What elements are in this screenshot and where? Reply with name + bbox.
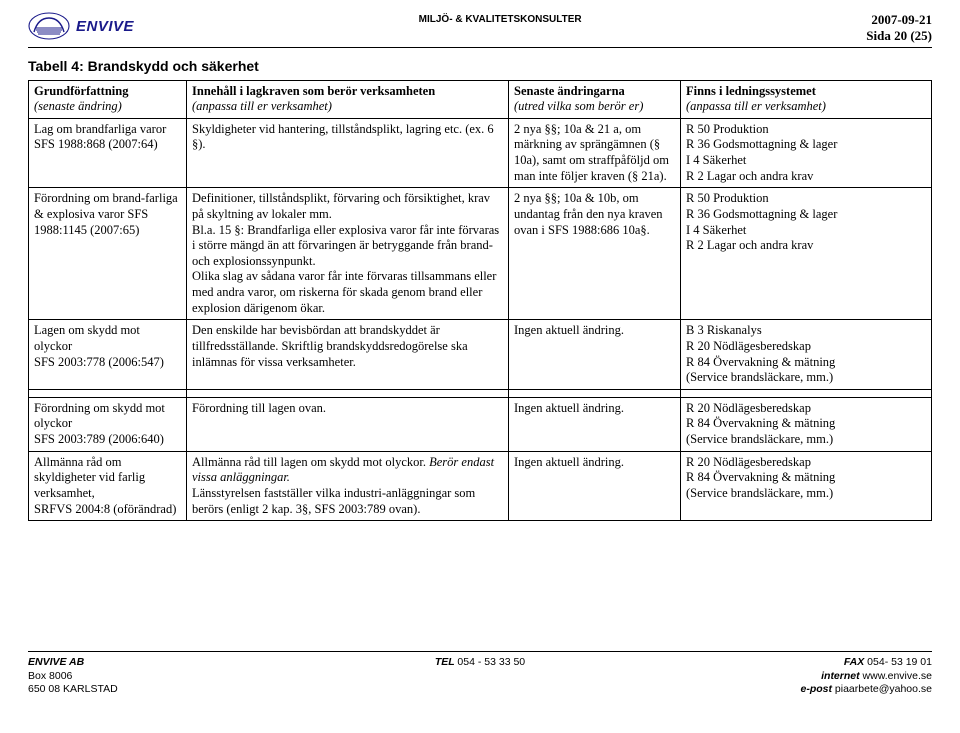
table-row: Lagen om skydd mot olyckorSFS 2003:778 (… <box>29 320 932 390</box>
col3-sub: (utred vilka som berör er) <box>514 99 643 113</box>
cell-c4: R 50 ProduktionR 36 Godsmottagning & lag… <box>681 188 932 320</box>
brand-logo-icon <box>28 12 70 40</box>
cell-c1: Förordning om brand-farliga & explosiva … <box>29 188 187 320</box>
footer-company: ENVIVE AB <box>28 656 84 668</box>
footer-city: 650 08 KARLSTAD <box>28 683 118 695</box>
cell-c4: R 20 NödlägesberedskapR 84 Övervakning &… <box>681 451 932 521</box>
table-row: Förordning om brand-farliga & explosiva … <box>29 188 932 320</box>
table-row: Allmänna råd om skyldigheter vid farlig … <box>29 451 932 521</box>
cell-c3: Ingen aktuell ändring. <box>509 451 681 521</box>
col2-title: Innehåll i lagkraven som berör verksamhe… <box>192 84 435 98</box>
col3-title: Senaste ändringarna <box>514 84 625 98</box>
col-header-4: Finns i ledningssystemet (anpassa till e… <box>681 80 932 118</box>
footer-left: ENVIVE AB Box 8006 650 08 KARLSTAD <box>28 656 329 697</box>
cell-c3: Ingen aktuell ändring. <box>509 397 681 451</box>
header-date: 2007-09-21 <box>866 12 932 28</box>
cell-c4: R 20 NödlägesberedskapR 84 Övervakning &… <box>681 397 932 451</box>
page-header: ENVIVE MILJÖ- & KVALITETSKONSULTER 2007-… <box>28 12 932 48</box>
cell-c2: Skyldigheter vid hantering, tillståndspl… <box>187 118 509 188</box>
cell-c2: Definitioner, tillståndsplikt, förvaring… <box>187 188 509 320</box>
cell-c3: Ingen aktuell ändring. <box>509 320 681 390</box>
footer-web-label: internet <box>821 670 862 682</box>
cell-c1: Förordning om skydd mot olyckorSFS 2003:… <box>29 397 187 451</box>
cell-c1: Lag om brandfarliga varor SFS 1988:868 (… <box>29 118 187 188</box>
table-row: Förordning om skydd mot olyckorSFS 2003:… <box>29 397 932 451</box>
cell-c3: 2 nya §§; 10a & 10b, om undantag från de… <box>509 188 681 320</box>
footer-tel: 054 - 53 33 50 <box>457 656 525 668</box>
table-title: Tabell 4: Brandskydd och säkerhet <box>28 58 932 74</box>
main-table: Grundförfattning (senaste ändring) Inneh… <box>28 80 932 522</box>
col-header-1: Grundförfattning (senaste ändring) <box>29 80 187 118</box>
header-subtitle: MILJÖ- & KVALITETSKONSULTER <box>134 12 866 25</box>
col2-sub: (anpassa till er verksamhet) <box>192 99 332 113</box>
brand-name: ENVIVE <box>76 18 134 35</box>
footer-fax-label: FAX <box>844 656 867 668</box>
header-page: Sida 20 (25) <box>866 28 932 44</box>
footer-center: TEL 054 - 53 33 50 <box>329 656 630 697</box>
cell-c4: B 3 RiskanalysR 20 NödlägesberedskapR 84… <box>681 320 932 390</box>
col1-title: Grundförfattning <box>34 84 128 98</box>
cell-c2-p3: Länsstyrelsen fastställer vilka industri… <box>192 486 475 516</box>
cell-c2: Allmänna råd till lagen om skydd mot oly… <box>187 451 509 521</box>
table-row: Lag om brandfarliga varor SFS 1988:868 (… <box>29 118 932 188</box>
cell-c2: Förordning till lagen ovan. <box>187 397 509 451</box>
cell-c4: R 50 ProduktionR 36 Godsmottagning & lag… <box>681 118 932 188</box>
col-header-3: Senaste ändringarna (utred vilka som ber… <box>509 80 681 118</box>
footer-email-label: e-post <box>801 683 835 695</box>
cell-c2: Den enskilde har bevisbördan att brandsk… <box>187 320 509 390</box>
footer-tel-label: TEL <box>435 656 458 668</box>
table-header-row: Grundförfattning (senaste ändring) Inneh… <box>29 80 932 118</box>
table-gap-row <box>29 389 932 397</box>
col-header-2: Innehåll i lagkraven som berör verksamhe… <box>187 80 509 118</box>
page-footer: ENVIVE AB Box 8006 650 08 KARLSTAD TEL 0… <box>28 651 932 697</box>
footer-web: www.envive.se <box>863 670 932 682</box>
col1-sub: (senaste ändring) <box>34 99 122 113</box>
footer-right: FAX 054- 53 19 01 internet www.envive.se… <box>631 656 932 697</box>
logo-block: ENVIVE <box>28 12 134 40</box>
col4-title: Finns i ledningssystemet <box>686 84 816 98</box>
footer-email: piaarbete@yahoo.se <box>835 683 932 695</box>
cell-c3: 2 nya §§; 10a & 21 a, om märkning av spr… <box>509 118 681 188</box>
footer-box: Box 8006 <box>28 670 72 682</box>
cell-c2-p1: Allmänna råd till lagen om skydd mot oly… <box>192 455 429 469</box>
footer-fax: 054- 53 19 01 <box>867 656 932 668</box>
header-meta: 2007-09-21 Sida 20 (25) <box>866 12 932 45</box>
cell-c1: Lagen om skydd mot olyckorSFS 2003:778 (… <box>29 320 187 390</box>
cell-c1: Allmänna råd om skyldigheter vid farlig … <box>29 451 187 521</box>
col4-sub: (anpassa till er verksamhet) <box>686 99 826 113</box>
